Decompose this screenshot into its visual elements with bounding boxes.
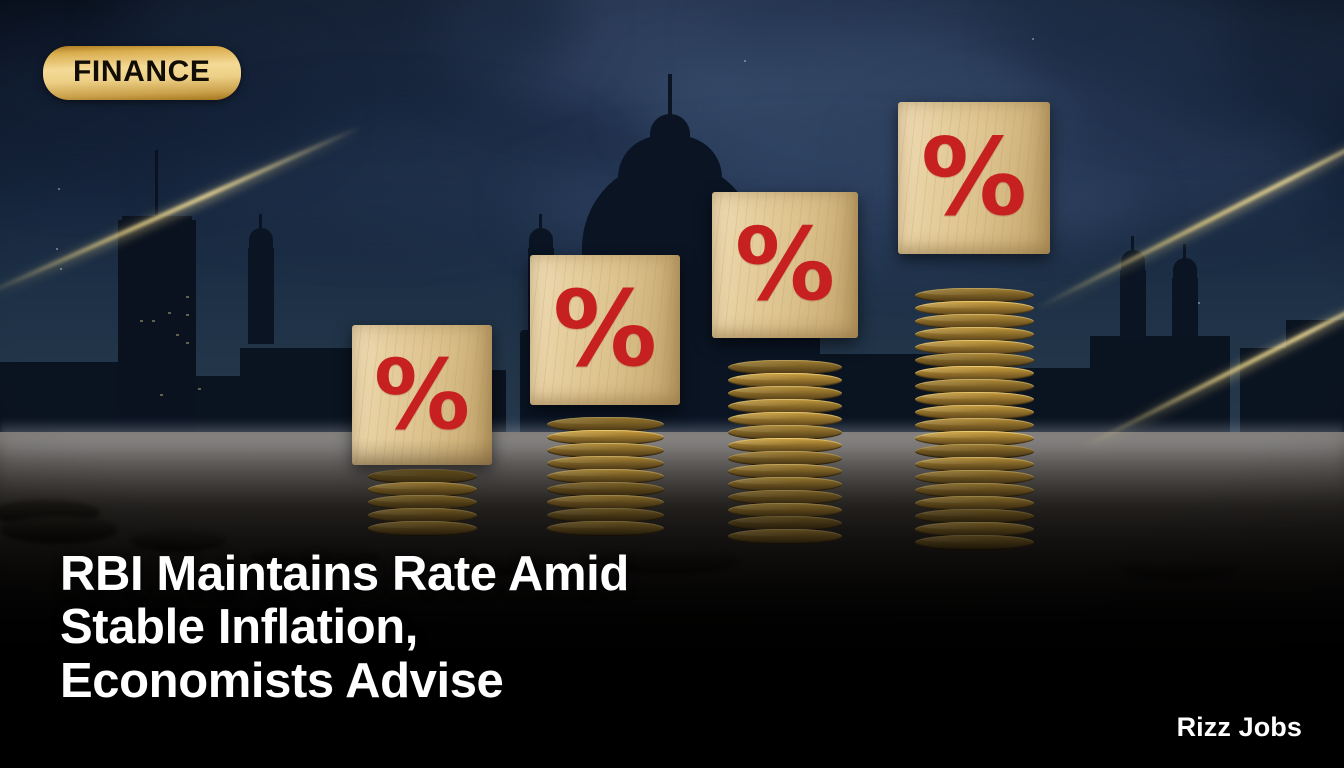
percent-block: %	[712, 192, 858, 338]
stack-3: %	[712, 188, 858, 544]
percent-block: %	[530, 255, 680, 405]
headline-line-3: Economists Advise	[60, 653, 504, 708]
stack-4: %	[898, 98, 1050, 550]
page-title: RBI Maintains Rate Amid Stable Inflation…	[60, 547, 840, 708]
coin	[914, 535, 1034, 550]
brand-logo[interactable]: Rizz Jobs	[1176, 712, 1302, 742]
coin	[728, 529, 842, 544]
percent-symbol: %	[734, 206, 836, 323]
coin-stack	[546, 417, 664, 536]
coin-stack	[367, 469, 477, 536]
percent-block: %	[898, 102, 1050, 254]
percent-symbol: %	[552, 268, 658, 391]
stack-1: %	[352, 321, 492, 536]
percent-block: %	[352, 325, 492, 465]
percent-symbol: %	[920, 116, 1028, 240]
coin	[367, 521, 477, 536]
coin-stack	[914, 288, 1034, 550]
stack-2: %	[530, 251, 680, 536]
percent-symbol: %	[373, 338, 471, 451]
category-badge[interactable]: FINANCE	[43, 46, 241, 100]
coin	[546, 521, 664, 536]
headline-line-2: Stable Inflation,	[60, 600, 418, 655]
coin-stack	[728, 360, 842, 544]
headline-line-1: RBI Maintains Rate Amid	[60, 547, 629, 601]
